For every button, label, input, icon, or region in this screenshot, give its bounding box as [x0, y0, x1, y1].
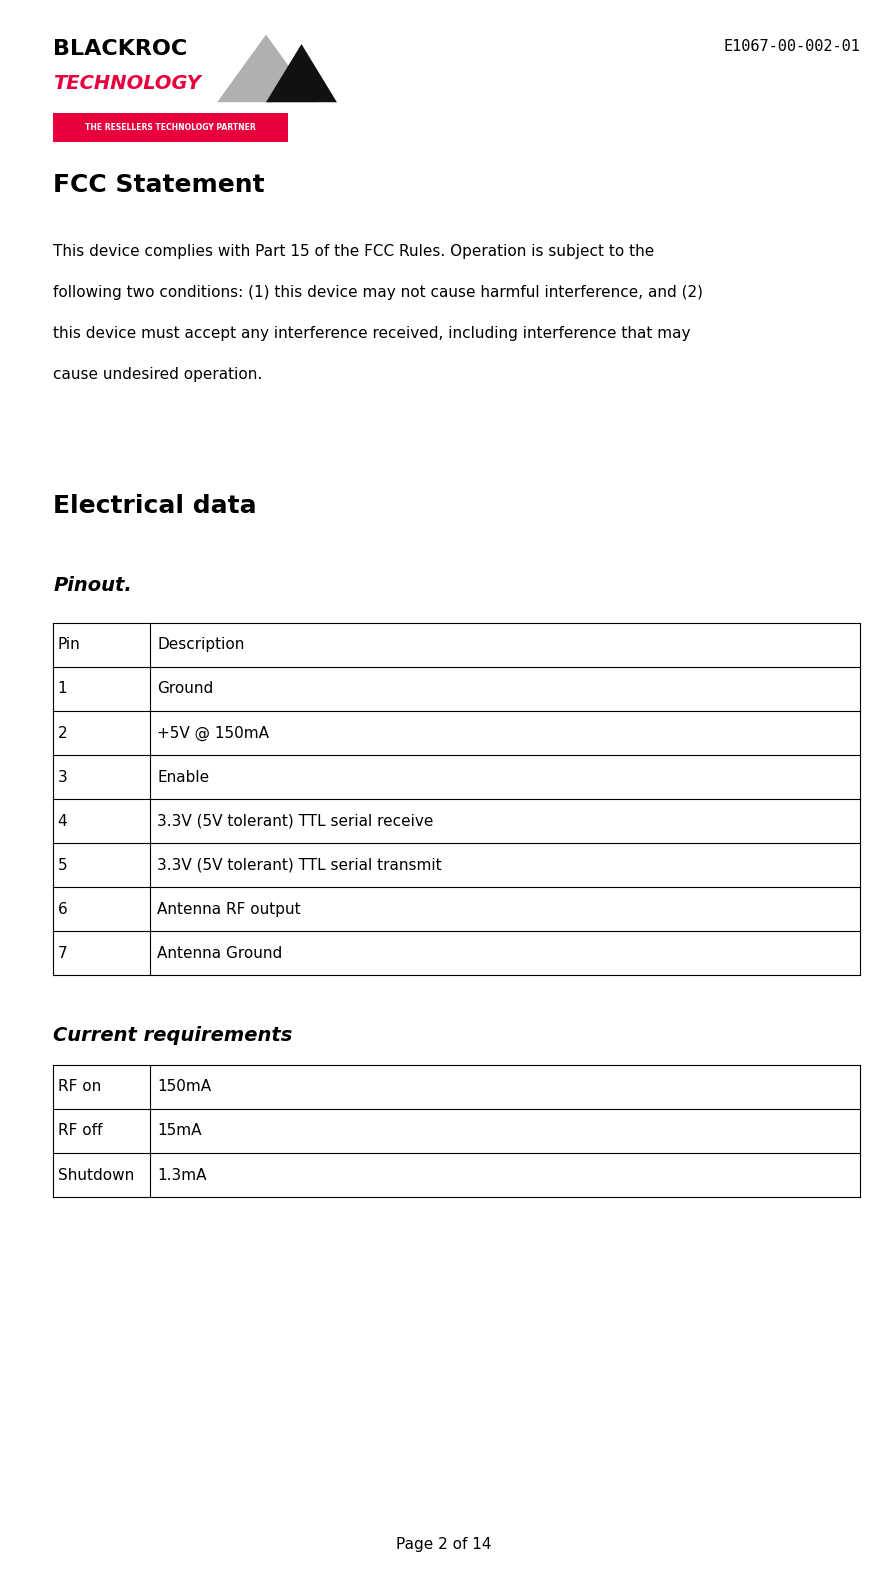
- Text: 2: 2: [58, 725, 68, 741]
- Text: 1.3mA: 1.3mA: [157, 1167, 206, 1183]
- Text: 4: 4: [58, 813, 68, 829]
- Text: RF on: RF on: [58, 1079, 100, 1095]
- Text: This device complies with Part 15 of the FCC Rules. Operation is subject to the: This device complies with Part 15 of the…: [53, 244, 654, 260]
- Text: Pin: Pin: [58, 637, 80, 653]
- Text: Page 2 of 14: Page 2 of 14: [396, 1537, 491, 1553]
- Text: Enable: Enable: [157, 769, 209, 785]
- Text: 1: 1: [58, 681, 68, 697]
- Text: Shutdown: Shutdown: [58, 1167, 134, 1183]
- Text: cause undesired operation.: cause undesired operation.: [53, 367, 262, 382]
- Text: 3: 3: [58, 769, 68, 785]
- Text: Pinout.: Pinout.: [53, 576, 132, 595]
- FancyBboxPatch shape: [53, 113, 288, 142]
- Text: 150mA: 150mA: [157, 1079, 212, 1095]
- Text: BLACKROC: BLACKROC: [53, 39, 188, 60]
- Text: E1067-00-002-01: E1067-00-002-01: [723, 39, 860, 55]
- Text: Description: Description: [157, 637, 244, 653]
- Text: RF off: RF off: [58, 1123, 102, 1139]
- Polygon shape: [266, 44, 337, 102]
- Text: +5V @ 150mA: +5V @ 150mA: [157, 725, 269, 741]
- Text: TECHNOLOGY: TECHNOLOGY: [53, 74, 201, 93]
- Text: THE RESELLERS TECHNOLOGY PARTNER: THE RESELLERS TECHNOLOGY PARTNER: [85, 123, 256, 132]
- Text: Electrical data: Electrical data: [53, 494, 257, 518]
- Text: this device must accept any interference received, including interference that m: this device must accept any interference…: [53, 326, 691, 341]
- Text: 5: 5: [58, 857, 68, 873]
- Text: Ground: Ground: [157, 681, 213, 697]
- Polygon shape: [217, 35, 315, 102]
- Text: 6: 6: [58, 901, 68, 917]
- Text: 7: 7: [58, 945, 68, 961]
- Text: 3.3V (5V tolerant) TTL serial transmit: 3.3V (5V tolerant) TTL serial transmit: [157, 857, 442, 873]
- Text: Antenna Ground: Antenna Ground: [157, 945, 283, 961]
- Text: Current requirements: Current requirements: [53, 1026, 292, 1044]
- Text: Antenna RF output: Antenna RF output: [157, 901, 300, 917]
- Text: 3.3V (5V tolerant) TTL serial receive: 3.3V (5V tolerant) TTL serial receive: [157, 813, 434, 829]
- Text: FCC Statement: FCC Statement: [53, 173, 265, 197]
- Text: following two conditions: (1) this device may not cause harmful interference, an: following two conditions: (1) this devic…: [53, 285, 703, 300]
- Text: 15mA: 15mA: [157, 1123, 202, 1139]
